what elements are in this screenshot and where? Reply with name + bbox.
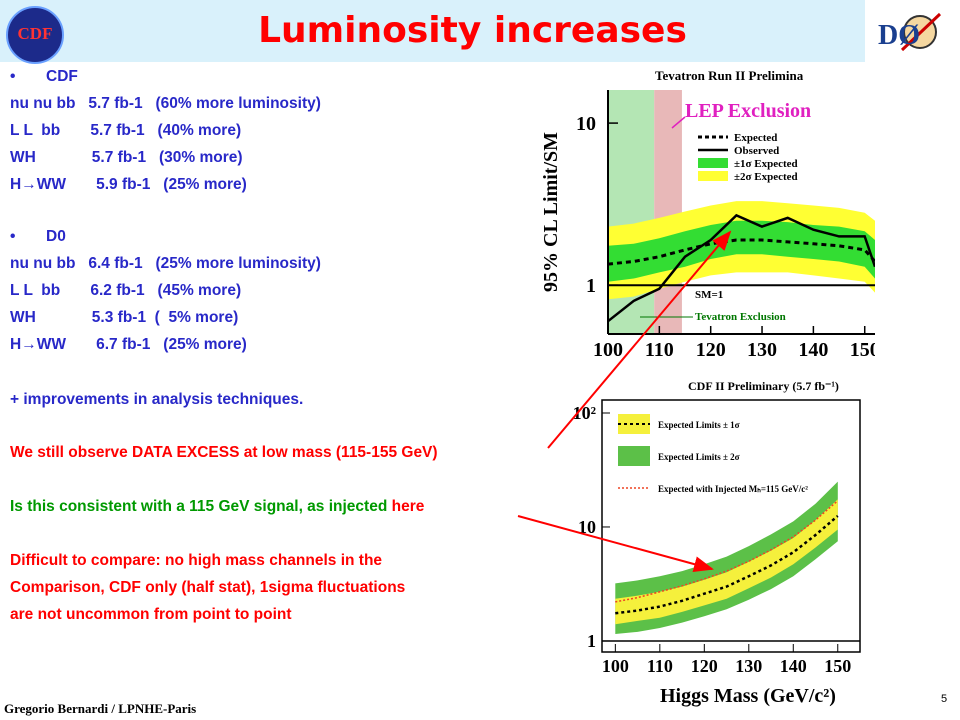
x-axis-label: Higgs Mass (GeV/c²) — [660, 685, 836, 707]
bullet: • — [10, 68, 16, 85]
text-line: Comparison, CDF only (half stat), 1sigma… — [10, 579, 405, 597]
x-tick-label: 120 — [696, 339, 726, 360]
text-line-text: L L bb 5.7 fb-1 (40% more) — [10, 122, 242, 139]
text-line: WH 5.7 fb-1 (30% more) — [10, 149, 243, 167]
x-tick-label: 100 — [602, 656, 629, 676]
legend-swatch — [698, 158, 728, 168]
page-number: 5 — [941, 693, 948, 705]
y-tick-label: 10² — [573, 403, 596, 423]
slide-title: Luminosity increases — [258, 10, 687, 51]
legend-label: Expected — [734, 132, 777, 144]
cdf-logo: CDF — [6, 6, 64, 64]
text-line-text: D0 — [46, 228, 66, 245]
y-tick-label: 1 — [586, 275, 596, 297]
text-line-text: We still observe DATA EXCESS at low mass… — [10, 444, 438, 461]
legend-swatch — [698, 171, 728, 181]
text-line-text: H→WW 6.7 fb-1 (25% more) — [10, 336, 247, 353]
y-axis-label: 95% CL Limit/SM — [540, 132, 562, 292]
text-line: nu nu bb 6.4 fb-1 (25% more luminosity) — [10, 255, 321, 273]
text-line: • D0 — [10, 228, 66, 246]
legend-swatch — [618, 414, 650, 434]
x-tick-label: 130 — [735, 656, 762, 676]
lep-exclusion-label: LEP Exclusion — [685, 100, 811, 122]
text-line: H→WW 5.9 fb-1 (25% more) — [10, 176, 247, 194]
legend-label: Expected Limits ± 2σ — [658, 452, 740, 462]
x-tick-label: 140 — [780, 656, 807, 676]
text-line-text: L L bb 6.2 fb-1 (45% more) — [10, 282, 242, 299]
legend-label: ±1σ Expected — [734, 158, 798, 170]
text-line-text: are not uncommon from point to point — [10, 606, 292, 623]
title-bar — [0, 0, 865, 62]
x-tick-label: 110 — [645, 339, 674, 360]
text-line-text: WH 5.7 fb-1 (30% more) — [10, 149, 243, 166]
text-line-red: here — [391, 498, 425, 515]
x-tick-label: 110 — [647, 656, 673, 676]
x-tick-label: 150 — [850, 339, 875, 360]
d0-logo-text: DØ — [878, 20, 920, 51]
x-tick-label: 130 — [747, 339, 777, 360]
band-1sigma — [615, 499, 838, 625]
y-tick-label: 1 — [587, 631, 596, 651]
text-line: Difficult to compare: no high mass chann… — [10, 552, 382, 570]
text-line: H→WW 6.7 fb-1 (25% more) — [10, 336, 247, 354]
sm-label: SM=1 — [695, 289, 723, 301]
y-tick-label: 10 — [576, 113, 596, 135]
x-tick-label: 100 — [593, 339, 623, 360]
bullet: • — [10, 228, 16, 245]
text-line: nu nu bb 5.7 fb-1 (60% more luminosity) — [10, 95, 321, 113]
text-line: • CDF — [10, 68, 78, 86]
text-line-text: + improvements in analysis techniques. — [10, 391, 304, 408]
text-line-green: Is this consistent with a 115 GeV signal… — [10, 498, 392, 515]
legend-label: Observed — [734, 145, 779, 157]
lep-arrow — [671, 116, 686, 129]
text-line: We still observe DATA EXCESS at low mass… — [10, 444, 438, 462]
text-line-text: Comparison, CDF only (half stat), 1sigma… — [10, 579, 406, 596]
text-line: WH 5.3 fb-1 ( 5% more) — [10, 309, 238, 327]
chart-title: CDF II Preliminary (5.7 fb⁻¹) — [688, 379, 839, 393]
text-line-text: nu nu bb 5.7 fb-1 (60% more luminosity) — [10, 95, 321, 112]
text-line-text: Difficult to compare: no high mass chann… — [10, 552, 383, 569]
x-tick-label: 120 — [691, 656, 718, 676]
x-tick-label: 150 — [824, 656, 851, 676]
text-line: + improvements in analysis techniques. — [10, 391, 303, 409]
text-line: L L bb 6.2 fb-1 (45% more) — [10, 282, 241, 300]
text-line-text: WH 5.3 fb-1 ( 5% more) — [10, 309, 239, 326]
text-line-text: H→WW 5.9 fb-1 (25% more) — [10, 176, 247, 193]
cdf-logo-text: CDF — [17, 24, 53, 43]
x-tick-label: 140 — [798, 339, 828, 360]
legend-label: Expected with Injected Mₕ=115 GeV/c² — [658, 484, 808, 494]
text-line: L L bb 5.7 fb-1 (40% more) — [10, 122, 241, 140]
text-line-text: CDF — [46, 68, 78, 85]
lep-exclusion-region — [654, 90, 682, 334]
text-line: are not uncommon from point to point — [10, 606, 292, 624]
chart-title: Tevatron Run II Prelimina — [655, 68, 804, 83]
tevatron-exclusion-label: Tevatron Exclusion — [695, 311, 786, 323]
expected-line — [615, 514, 839, 615]
legend-swatch — [618, 446, 650, 466]
d0-logo: DØ — [872, 6, 954, 60]
footer-author: Gregorio Bernardi / LPNHE-Paris — [4, 701, 197, 716]
legend-label: Expected Limits ± 1σ — [658, 420, 740, 430]
text-line: Is this consistent with a 115 GeV signal… — [10, 498, 424, 516]
legend-label: ±2σ Expected — [734, 171, 798, 183]
y-tick-label: 10 — [578, 517, 596, 537]
text-line-text: nu nu bb 6.4 fb-1 (25% more luminosity) — [10, 255, 321, 272]
